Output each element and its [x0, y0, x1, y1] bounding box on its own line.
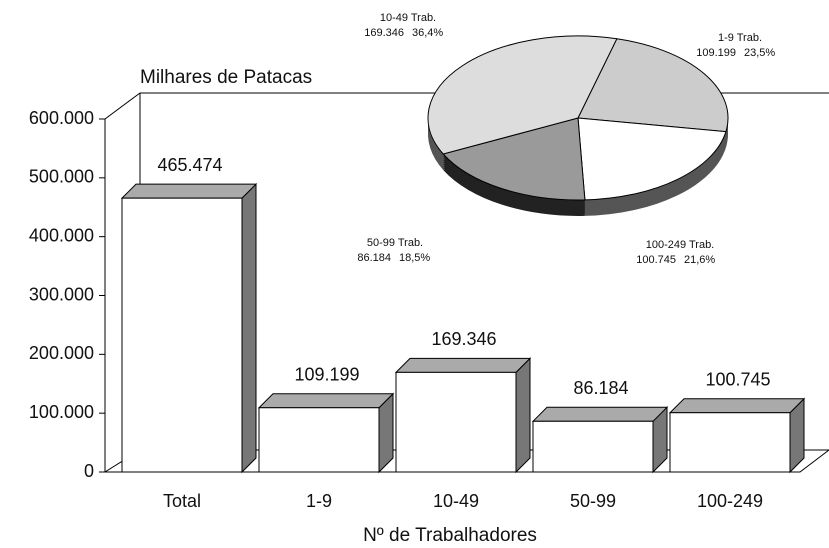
y-axis-diag: [104, 92, 141, 120]
pie-label-name: 10-49 Trab.: [380, 12, 436, 24]
bar-side: [515, 357, 531, 474]
bar: [531, 406, 669, 474]
pie-label-name: 50-99 Trab.: [367, 237, 423, 249]
pie-label-amount: 109.199: [696, 47, 736, 59]
data-label: 100.745: [705, 369, 770, 389]
data-label: 86.184: [573, 378, 628, 398]
pie-label-percent: 23,5%: [744, 47, 775, 59]
pie-slice: [442, 117, 586, 201]
pie-label-percent: 36,4%: [412, 27, 443, 39]
y-tick-label: 200.000: [29, 343, 94, 363]
bar-front: [258, 407, 380, 473]
y-tick-label: 500.000: [29, 167, 94, 187]
pie-label-amount: 100.745: [636, 254, 676, 266]
x-tick-label: 1-9: [306, 491, 332, 511]
pie-label-name: 100-249 Trab.: [646, 239, 715, 251]
y-tick-label: 100.000: [29, 402, 94, 422]
bar-side: [241, 182, 257, 474]
chart-title: Milhares de Patacas: [140, 67, 312, 88]
bar-front: [395, 371, 517, 473]
data-label: 169.346: [431, 329, 496, 349]
pie-slice: [577, 38, 729, 133]
x-axis-label: Nº de Trabalhadores: [363, 525, 537, 546]
bar: [668, 397, 806, 474]
x-tick-label: 50-99: [570, 491, 616, 511]
data-label: 465.474: [157, 155, 222, 175]
pie-label-name: 1-9 Trab.: [718, 32, 762, 44]
pie-label-percent: 21,6%: [684, 254, 715, 266]
y-tick-label: 0: [84, 461, 94, 481]
x-tick-label: Total: [163, 491, 201, 511]
bar: [120, 182, 258, 474]
pie-slice: [427, 35, 618, 155]
y-tick-label: 600.000: [29, 108, 94, 128]
bar-top: [668, 398, 806, 414]
pie-label-amount: 86.184: [357, 252, 391, 264]
pie-label-amount: 169.346: [364, 27, 404, 39]
bar-top: [394, 357, 532, 373]
pie-label-percent: 18,5%: [399, 252, 430, 264]
bar-top: [120, 183, 258, 199]
x-tick-label: 10-49: [433, 491, 479, 511]
bar: [257, 392, 395, 474]
bar-top: [257, 393, 395, 409]
bar-front: [532, 420, 654, 473]
bar-top: [531, 406, 669, 422]
bar: [394, 357, 532, 474]
y-tick-label: 300.000: [29, 284, 94, 304]
bar-front: [121, 197, 243, 473]
data-label: 109.199: [294, 365, 359, 385]
bar-front: [669, 412, 791, 473]
x-tick-label: 100-249: [697, 491, 763, 511]
pie-slice: [577, 117, 727, 201]
y-tick-label: 400.000: [29, 225, 94, 245]
